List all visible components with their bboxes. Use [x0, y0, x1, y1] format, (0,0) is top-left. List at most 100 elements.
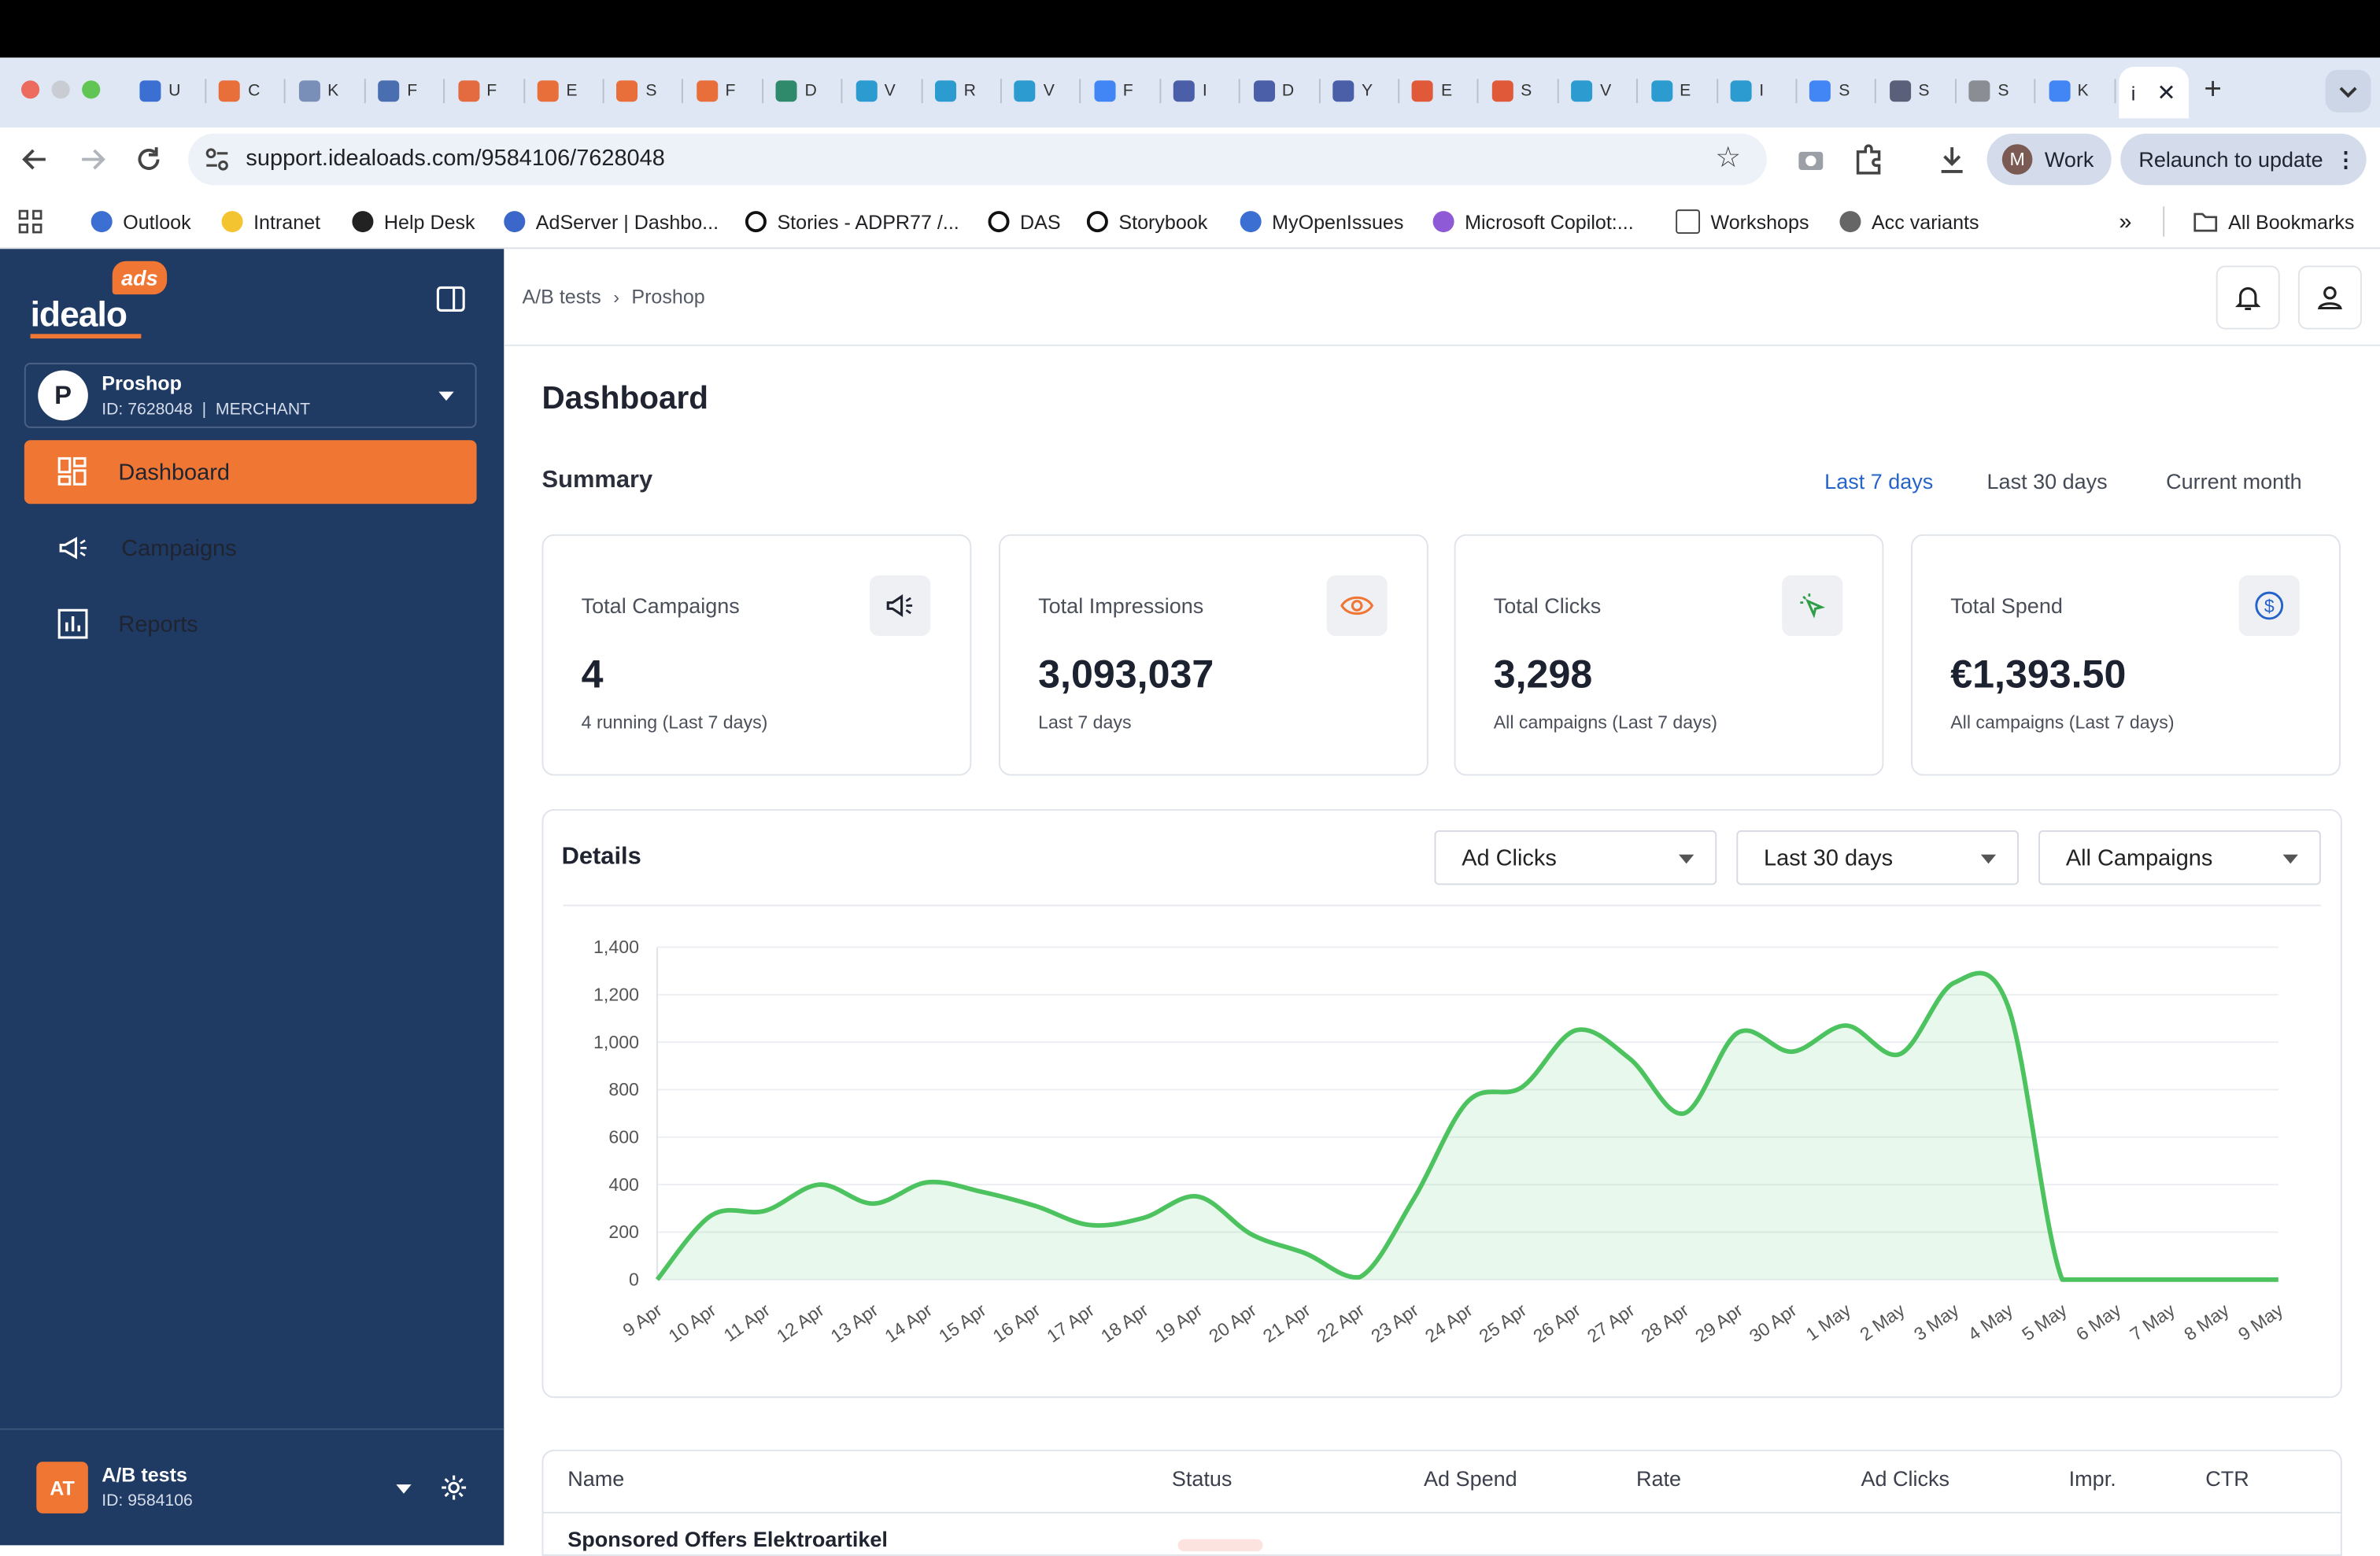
- y-tick-label: 1,400: [593, 937, 639, 957]
- browser-tab[interactable]: I: [1718, 73, 1798, 109]
- range-last-7-days[interactable]: Last 7 days: [1824, 468, 1934, 493]
- browser-tab[interactable]: S: [1877, 73, 1957, 109]
- data-point: [1195, 1193, 1201, 1199]
- x-tick-label: 19 Apr: [1151, 1299, 1207, 1347]
- metric-select[interactable]: Ad Clicks: [1434, 830, 1717, 885]
- browser-tab[interactable]: D: [763, 73, 843, 109]
- close-window-button[interactable]: [21, 80, 40, 99]
- chevron-down-icon[interactable]: [438, 391, 454, 401]
- notifications-button[interactable]: [2216, 265, 2280, 330]
- bookmark-label: Outlook: [123, 210, 191, 234]
- tab-title: K: [327, 82, 339, 101]
- browser-tab[interactable]: K: [2036, 73, 2116, 109]
- column-ctr[interactable]: CTR: [2205, 1466, 2249, 1491]
- x-tick-label: 24 Apr: [1421, 1299, 1476, 1347]
- browser-tab[interactable]: S: [1480, 73, 1559, 109]
- bookmark-item[interactable]: Microsoft Copilot:...: [1432, 208, 1634, 235]
- browser-tab[interactable]: Y: [1321, 73, 1400, 109]
- maximize-window-button[interactable]: [82, 80, 101, 99]
- profile-button[interactable]: M Work: [1986, 133, 2112, 186]
- column-ad-clicks[interactable]: Ad Clicks: [1861, 1466, 1950, 1491]
- apps-grid-icon[interactable]: [18, 209, 42, 234]
- camera-icon[interactable]: [1796, 144, 1827, 175]
- tab-search-button[interactable]: [2325, 69, 2371, 113]
- bookmark-item[interactable]: MyOpenIssues: [1240, 208, 1403, 235]
- browser-tab[interactable]: K: [286, 73, 366, 109]
- browser-tab[interactable]: S: [604, 73, 684, 109]
- column-rate[interactable]: Rate: [1636, 1466, 1682, 1491]
- browser-tab[interactable]: E: [1639, 73, 1718, 109]
- browser-tab[interactable]: E: [1400, 73, 1480, 109]
- bookmark-item[interactable]: DAS: [988, 208, 1061, 235]
- chevron-down-icon[interactable]: [396, 1484, 412, 1494]
- browser-tab[interactable]: E: [525, 73, 604, 109]
- browser-tab[interactable]: F: [684, 73, 763, 109]
- period-select-value: Last 30 days: [1764, 845, 1894, 871]
- reload-icon[interactable]: [132, 142, 165, 176]
- bookmark-item[interactable]: Workshops: [1676, 208, 1809, 235]
- bookmark-star-icon[interactable]: ☆: [1715, 142, 1742, 175]
- browser-tab[interactable]: R: [923, 73, 1002, 109]
- more-bookmarks-icon[interactable]: »: [2119, 209, 2132, 235]
- browser-tab[interactable]: V: [1559, 73, 1639, 109]
- period-select[interactable]: Last 30 days: [1736, 830, 2020, 885]
- divider: [0, 1428, 504, 1430]
- account-switcher[interactable]: [24, 362, 477, 428]
- all-bookmarks-link[interactable]: All Bookmarks: [2193, 208, 2354, 235]
- details-panel: [541, 808, 2342, 1399]
- minimize-window-button[interactable]: [51, 80, 70, 99]
- browser-tab[interactable]: S: [1957, 73, 2036, 109]
- bookmark-item[interactable]: Acc variants: [1839, 208, 1979, 235]
- table-row-name[interactable]: Sponsored Offers Elektroartikel: [567, 1527, 888, 1552]
- back-arrow-icon[interactable]: [18, 142, 51, 176]
- column-status[interactable]: Status: [1171, 1466, 1232, 1491]
- user-menu-button[interactable]: [2297, 265, 2362, 330]
- close-tab-icon[interactable]: ✕: [2156, 80, 2176, 107]
- browser-tab-active[interactable]: i ✕: [2119, 66, 2190, 119]
- extensions-icon[interactable]: [1852, 142, 1885, 176]
- browser-tab[interactable]: V: [844, 73, 922, 109]
- address-bar[interactable]: [188, 133, 1767, 186]
- campaign-select[interactable]: All Campaigns: [2038, 830, 2321, 885]
- column-impressions[interactable]: Impr.: [2068, 1466, 2116, 1491]
- more-menu-icon[interactable]: ⋮: [2335, 146, 2357, 171]
- column-name[interactable]: Name: [567, 1466, 625, 1491]
- browser-tab[interactable]: S: [1798, 73, 1877, 109]
- data-point: [2005, 1003, 2012, 1010]
- browser-tab[interactable]: V: [1003, 73, 1081, 109]
- card-total-campaigns: Total Campaigns 4 4 running (Last 7 days…: [541, 534, 972, 776]
- browser-tab[interactable]: F: [445, 73, 525, 109]
- breadcrumb-item[interactable]: A/B tests: [522, 285, 601, 309]
- range-last-30-days[interactable]: Last 30 days: [1986, 468, 2108, 493]
- browser-tab[interactable]: D: [1241, 73, 1321, 109]
- nav-dashboard[interactable]: Dashboard: [24, 440, 477, 504]
- site-settings-icon[interactable]: [203, 146, 231, 173]
- download-icon[interactable]: [1935, 142, 1968, 176]
- browser-tab[interactable]: I: [1162, 73, 1241, 109]
- range-current-month[interactable]: Current month: [2166, 468, 2302, 493]
- bookmark-item[interactable]: AdServer | Dashbo...: [504, 208, 719, 235]
- summary-title: Summary: [541, 468, 653, 493]
- browser-tab[interactable]: F: [1082, 73, 1161, 109]
- bookmark-item[interactable]: Storybook: [1086, 208, 1207, 235]
- forward-arrow-icon[interactable]: [76, 142, 109, 176]
- bookmark-item[interactable]: Help Desk: [352, 208, 475, 235]
- browser-tab[interactable]: C: [207, 73, 286, 109]
- browser-tab[interactable]: U: [128, 73, 207, 109]
- bookmark-item[interactable]: Outlook: [91, 208, 191, 235]
- bookmark-item[interactable]: Intranet: [221, 208, 320, 235]
- card-subtext: All campaigns (Last 7 days): [1950, 711, 2175, 734]
- browser-tab[interactable]: F: [366, 73, 445, 109]
- relaunch-button[interactable]: Relaunch to update ⋮: [2120, 133, 2367, 186]
- bookmark-label: Microsoft Copilot:...: [1465, 210, 1634, 234]
- metric-select-value: Ad Clicks: [1462, 845, 1557, 871]
- new-tab-icon[interactable]: +: [2204, 72, 2222, 107]
- collapse-sidebar-icon[interactable]: [436, 284, 467, 315]
- nav-campaigns[interactable]: Campaigns: [24, 516, 477, 580]
- nav-reports[interactable]: Reports: [24, 592, 477, 656]
- bookmark-item[interactable]: Stories - ADPR77 /...: [745, 208, 959, 235]
- gear-icon[interactable]: [440, 1474, 468, 1502]
- column-ad-spend[interactable]: Ad Spend: [1424, 1466, 1517, 1491]
- data-point: [1519, 1085, 1525, 1091]
- x-tick-label: 8 May: [2180, 1299, 2233, 1345]
